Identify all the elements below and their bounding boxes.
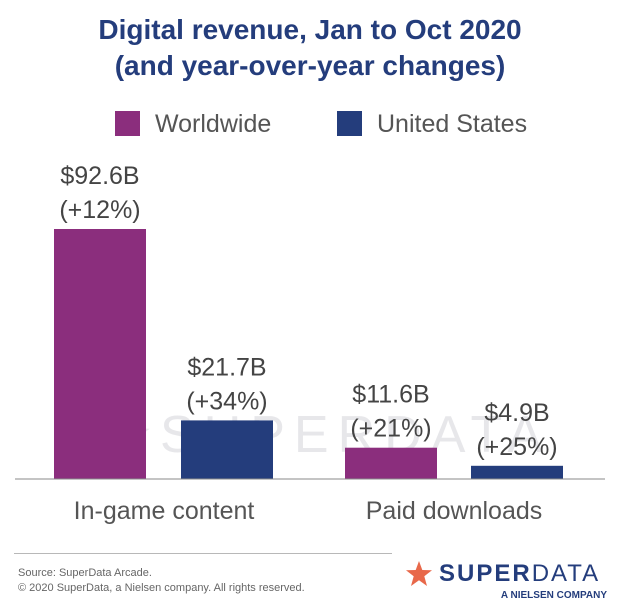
change-label-paid-downloads-united-states: (+25%) xyxy=(476,433,557,461)
value-label-paid-downloads-worldwide: $11.6B xyxy=(352,381,429,409)
value-label-in-game-content-united-states: $21.7B xyxy=(187,353,266,381)
change-label-paid-downloads-worldwide: (+21%) xyxy=(350,415,431,443)
change-label-in-game-content-worldwide: (+12%) xyxy=(59,196,140,224)
legend-label-united-states: United States xyxy=(377,110,528,138)
bar-in-game-content-united-states xyxy=(181,420,273,479)
chart-title-line-2: (and year-over-year changes) xyxy=(114,50,506,81)
brand-tagline: A NIELSEN COMPANY xyxy=(500,590,607,601)
chart-title-line-1: Digital revenue, Jan to Oct 2020 xyxy=(98,14,522,45)
value-label-paid-downloads-united-states: $4.9B xyxy=(484,399,549,427)
footer-source: Source: SuperData Arcade. © 2020 SuperDa… xyxy=(18,566,305,596)
bar-chart: SUPERDATA $92.6B(+12%)$21.7B(+34%) $11.6B… xyxy=(15,162,605,525)
copyright-line: © 2020 SuperData, a Nielsen company. All… xyxy=(18,582,305,594)
bar-paid-downloads-united-states xyxy=(471,465,563,479)
legend: Worldwide United States xyxy=(0,108,620,140)
legend-swatch-worldwide xyxy=(115,111,140,136)
star-logo-icon xyxy=(406,561,432,586)
bar-in-game-content-worldwide xyxy=(54,229,146,479)
chart-title: Digital revenue, Jan to Oct 2020 (and ye… xyxy=(0,12,620,84)
footer-divider xyxy=(14,553,392,554)
value-label-in-game-content-worldwide: $92.6B xyxy=(60,162,139,190)
brand-wordmark: SUPERDATA xyxy=(439,558,600,590)
change-label-in-game-content-united-states: (+34%) xyxy=(186,387,267,415)
legend-label-worldwide: Worldwide xyxy=(155,110,272,138)
source-line: Source: SuperData Arcade. xyxy=(18,567,152,579)
brand-wordmark-part-2: DATA xyxy=(531,560,601,587)
category-label-in-game-content: In-game content xyxy=(74,497,255,525)
legend-swatch-united-states xyxy=(337,111,362,136)
bar-paid-downloads-worldwide xyxy=(345,447,437,479)
superdata-logo: SUPERDATA A NIELSEN COMPANY xyxy=(405,558,607,604)
category-label-paid-downloads: Paid downloads xyxy=(366,497,543,525)
brand-wordmark-part-1: SUPER xyxy=(439,560,532,587)
